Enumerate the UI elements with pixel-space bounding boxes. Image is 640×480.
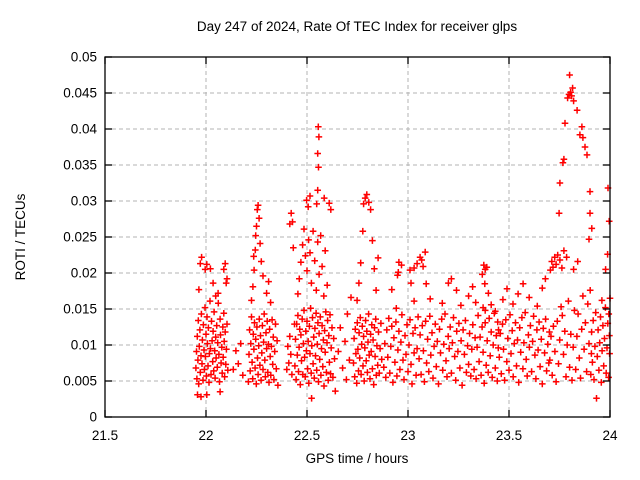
axes-and-ticks — [104, 56, 611, 418]
y-tick-label: 0.01 — [71, 338, 97, 353]
scatter-points — [192, 71, 614, 402]
x-tick-label: 23.5 — [496, 428, 522, 443]
roti-data-points — [192, 71, 614, 402]
y-tick-label: 0.015 — [63, 302, 97, 317]
y-tick-label: 0.03 — [71, 194, 97, 209]
y-tick-label: 0.035 — [63, 158, 97, 173]
grid-lines — [105, 57, 610, 417]
y-tick-label: 0.025 — [63, 230, 97, 245]
x-tick-label: 23 — [400, 428, 415, 443]
y-axis-label: ROTI / TECUs — [13, 193, 28, 280]
x-tick-label: 22.5 — [294, 428, 320, 443]
y-tick-label: 0 — [89, 410, 97, 425]
chart-title: Day 247 of 2024, Rate Of TEC Index for r… — [197, 19, 517, 34]
y-tick-label: 0.005 — [63, 374, 97, 389]
tick-labels: 21.5 22 22.5 23 23.5 24 0 0.005 0.01 0.015 0.02 0.0… — [63, 50, 618, 444]
y-tick-label: 0.04 — [71, 122, 98, 137]
y-tick-label: 0.045 — [63, 86, 97, 101]
y-tick-label: 0.02 — [71, 266, 97, 281]
x-tick-label: 21.5 — [92, 428, 118, 443]
x-axis-label: GPS time / hours — [306, 451, 409, 466]
y-tick-label: 0.05 — [71, 50, 97, 65]
x-tick-label: 22 — [198, 428, 213, 443]
x-tick-label: 24 — [602, 428, 618, 443]
